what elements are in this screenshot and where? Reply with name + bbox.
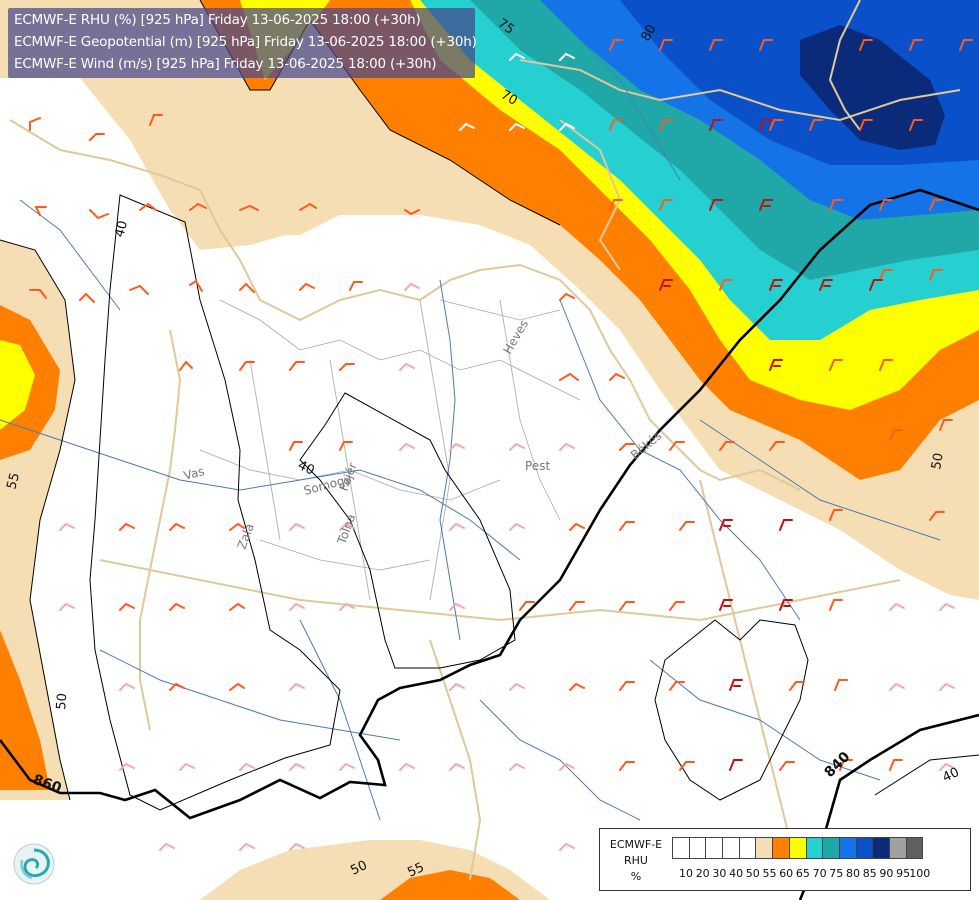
rhu-label: 50	[348, 858, 369, 879]
county-label-pest: Pest	[525, 459, 550, 473]
wind-barbs	[29, 39, 973, 851]
title-geopotential: ECMWF-E Geopotential (m) [925 hPa] Frida…	[14, 34, 477, 50]
legend-swatch	[855, 837, 874, 859]
legend-tick-label: 30	[712, 867, 727, 880]
county-label-vas: Vas	[182, 464, 206, 483]
rhu-label: 55	[4, 471, 23, 491]
rhu-label: 80	[638, 22, 659, 44]
legend-swatch	[738, 837, 757, 859]
rhu-contour-lines	[0, 0, 979, 811]
legend-swatch	[838, 837, 857, 859]
title-wind: ECMWF-E Wind (m/s) [925 hPa] Friday 13-0…	[14, 56, 437, 72]
rivers	[0, 39, 941, 821]
geopotential-label: 840	[822, 749, 854, 781]
place-labels: Heves Pest Békés Vas Somogy Fejér Zala T…	[182, 317, 664, 551]
rhu-label: 55	[405, 860, 426, 881]
ecmwf-swirl-logo-icon	[12, 842, 56, 886]
legend-tick-label: 50	[745, 867, 760, 880]
legend-tick-label: 85	[862, 867, 877, 880]
legend-swatch	[788, 837, 807, 859]
legend-tick-label: 65	[795, 867, 810, 880]
legend-swatch	[755, 837, 774, 859]
legend-swatch	[822, 837, 840, 859]
rhu-60-band-left-lower	[0, 630, 50, 790]
title-rhu: ECMWF-E RHU (%) [925 hPa] Friday 13-06-2…	[14, 12, 421, 28]
rhu-label: 40	[112, 219, 131, 239]
legend-ticks: 10 20 30 40 50 55 60 65 70 75 80 85 90 95 100	[672, 867, 970, 881]
legend-variable: RHU	[624, 854, 648, 867]
legend-swatch	[772, 837, 790, 859]
rhu-60-band-bottom	[380, 870, 520, 900]
county-label-fejer: Fejér	[337, 461, 360, 493]
legend-tick-label: 10	[679, 867, 693, 880]
county-label-tolna: Tolna	[334, 512, 358, 547]
legend-swatches	[672, 837, 924, 859]
county-label-bekes: Békés	[628, 429, 664, 463]
title-panel: ECMWF-E RHU (%) [925 hPa] Friday 13-06-2…	[8, 8, 477, 78]
legend-swatch	[688, 837, 707, 859]
legend-tick-label: 20	[695, 867, 710, 880]
legend-tick-label: 55	[762, 867, 777, 880]
legend-tick-label: 75	[829, 867, 844, 880]
rhu-color-legend: ECMWF-E RHU % 10 20 30 40 50 55 60 65 70 75 80 85 90…	[599, 828, 971, 891]
legend-tick-label: 40	[729, 867, 744, 880]
legend-swatch	[888, 837, 907, 859]
legend-tick-label: 80	[846, 867, 860, 880]
county-label-heves: Heves	[500, 317, 531, 356]
legend-swatch	[805, 837, 824, 859]
legend-tick-label: 90	[879, 867, 894, 880]
rhu-label: 50	[929, 452, 947, 471]
legend-swatch	[872, 837, 890, 859]
legend-tick-label: 95	[896, 867, 911, 880]
legend-tick-label: 60	[779, 867, 794, 880]
legend-model: ECMWF-E	[609, 838, 663, 851]
rhu-label: 70	[498, 87, 520, 108]
county-borders	[199, 299, 581, 601]
legend-swatch	[905, 837, 924, 859]
rhu-label: 50	[54, 693, 70, 711]
legend-unit: %	[630, 870, 642, 883]
rhu-label: 40	[295, 458, 316, 479]
rhu-label: 40	[940, 765, 961, 786]
county-label-zala: Zala	[235, 522, 257, 551]
legend-tick-label: 70	[812, 867, 827, 880]
legend-swatch	[705, 837, 724, 859]
legend-swatch	[672, 837, 690, 859]
rhu-65-band-left	[0, 340, 35, 430]
legend-tick-label: 100	[909, 867, 931, 880]
legend-swatch	[722, 837, 740, 859]
